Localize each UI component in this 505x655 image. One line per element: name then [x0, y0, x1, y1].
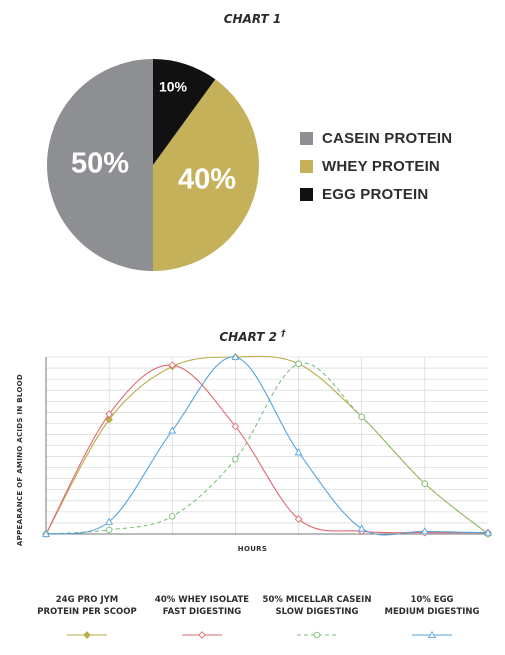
legend-line1: 40% WHEY ISOLATE — [154, 595, 250, 605]
data-point — [105, 410, 113, 419]
chart2-ylabel: APPEARANCE OF AMINO ACIDS IN BLOOD — [16, 373, 24, 547]
data-point — [42, 529, 50, 538]
line-legend-item-egg: 10% EGG MEDIUM DIGESTING — [367, 594, 497, 618]
legend-label-casein: CASEIN PROTEIN — [322, 129, 453, 147]
legend-marker — [428, 630, 436, 639]
data-point — [231, 422, 240, 431]
data-point — [295, 360, 302, 368]
pie-label-egg: 10% — [159, 79, 188, 95]
pie-slice-egg — [153, 59, 216, 165]
data-point — [105, 526, 113, 534]
legend-label-egg: EGG PROTEIN — [322, 185, 429, 203]
line-legend-item-projym: 24G PRO JYM PROTEIN PER SCOOP — [22, 594, 152, 618]
line-legend-item-casein: 50% MICELLAR CASEIN SLOW DIGESTING — [252, 594, 382, 618]
legend-swatch-casein — [300, 131, 313, 145]
data-point — [420, 527, 429, 535]
data-point — [358, 413, 365, 421]
pie-legend-item-egg: EGG PROTEIN — [300, 180, 452, 208]
chart2-title-text: CHART 2 — [219, 330, 277, 344]
series-line — [45, 356, 489, 536]
data-point — [231, 352, 240, 361]
pie-legend-item-whey: WHEY PROTEIN — [300, 152, 452, 180]
data-point — [105, 415, 113, 424]
line-legend-item-whey: 40% WHEY ISOLATE FAST DIGESTING — [137, 594, 267, 618]
legend-label-whey: WHEY PROTEIN — [322, 157, 440, 175]
data-point — [357, 524, 366, 532]
pie-slice-whey — [153, 79, 260, 271]
series-4 — [42, 352, 492, 639]
legend-line1: 24G PRO JYM — [55, 595, 119, 605]
pie-slice-casein — [47, 59, 153, 271]
data-point — [168, 426, 177, 434]
legend-line1: 50% MICELLAR CASEIN — [262, 595, 372, 605]
pie-legend: CASEIN PROTEIN WHEY PROTEIN EGG PROTEIN — [300, 124, 452, 208]
chart2-grid — [46, 356, 488, 535]
data-point — [294, 448, 303, 456]
chart2-title-mark: † — [281, 329, 286, 339]
legend-marker — [83, 631, 91, 639]
legend-marker — [198, 631, 206, 639]
pie-label-whey: 40% — [178, 164, 236, 196]
series-line — [45, 355, 489, 535]
data-point — [105, 517, 114, 525]
legend-line1: 10% EGG — [410, 595, 454, 605]
data-point — [232, 455, 239, 463]
chart2-title: CHART 2 † — [0, 329, 505, 344]
legend-swatch-egg — [300, 187, 313, 201]
data-point — [169, 513, 176, 520]
legend-line2: SLOW DIGESTING — [275, 607, 359, 617]
chart1-title: CHART 1 — [223, 12, 282, 26]
data-point — [168, 361, 177, 370]
series-line — [45, 362, 489, 535]
pie-legend-item-casein: CASEIN PROTEIN — [300, 124, 452, 152]
pie-label-casein: 50% — [71, 148, 129, 180]
data-point — [294, 515, 303, 523]
legend-line2: PROTEIN PER SCOOP — [37, 607, 137, 617]
data-point — [421, 480, 429, 487]
legend-swatch-whey — [300, 159, 313, 173]
legend-marker — [313, 631, 321, 639]
legend-line2: MEDIUM DIGESTING — [384, 607, 480, 617]
legend-line2: FAST DIGESTING — [162, 607, 242, 617]
chart2-xlabel: HOURS — [237, 545, 268, 553]
data-point — [484, 528, 492, 536]
